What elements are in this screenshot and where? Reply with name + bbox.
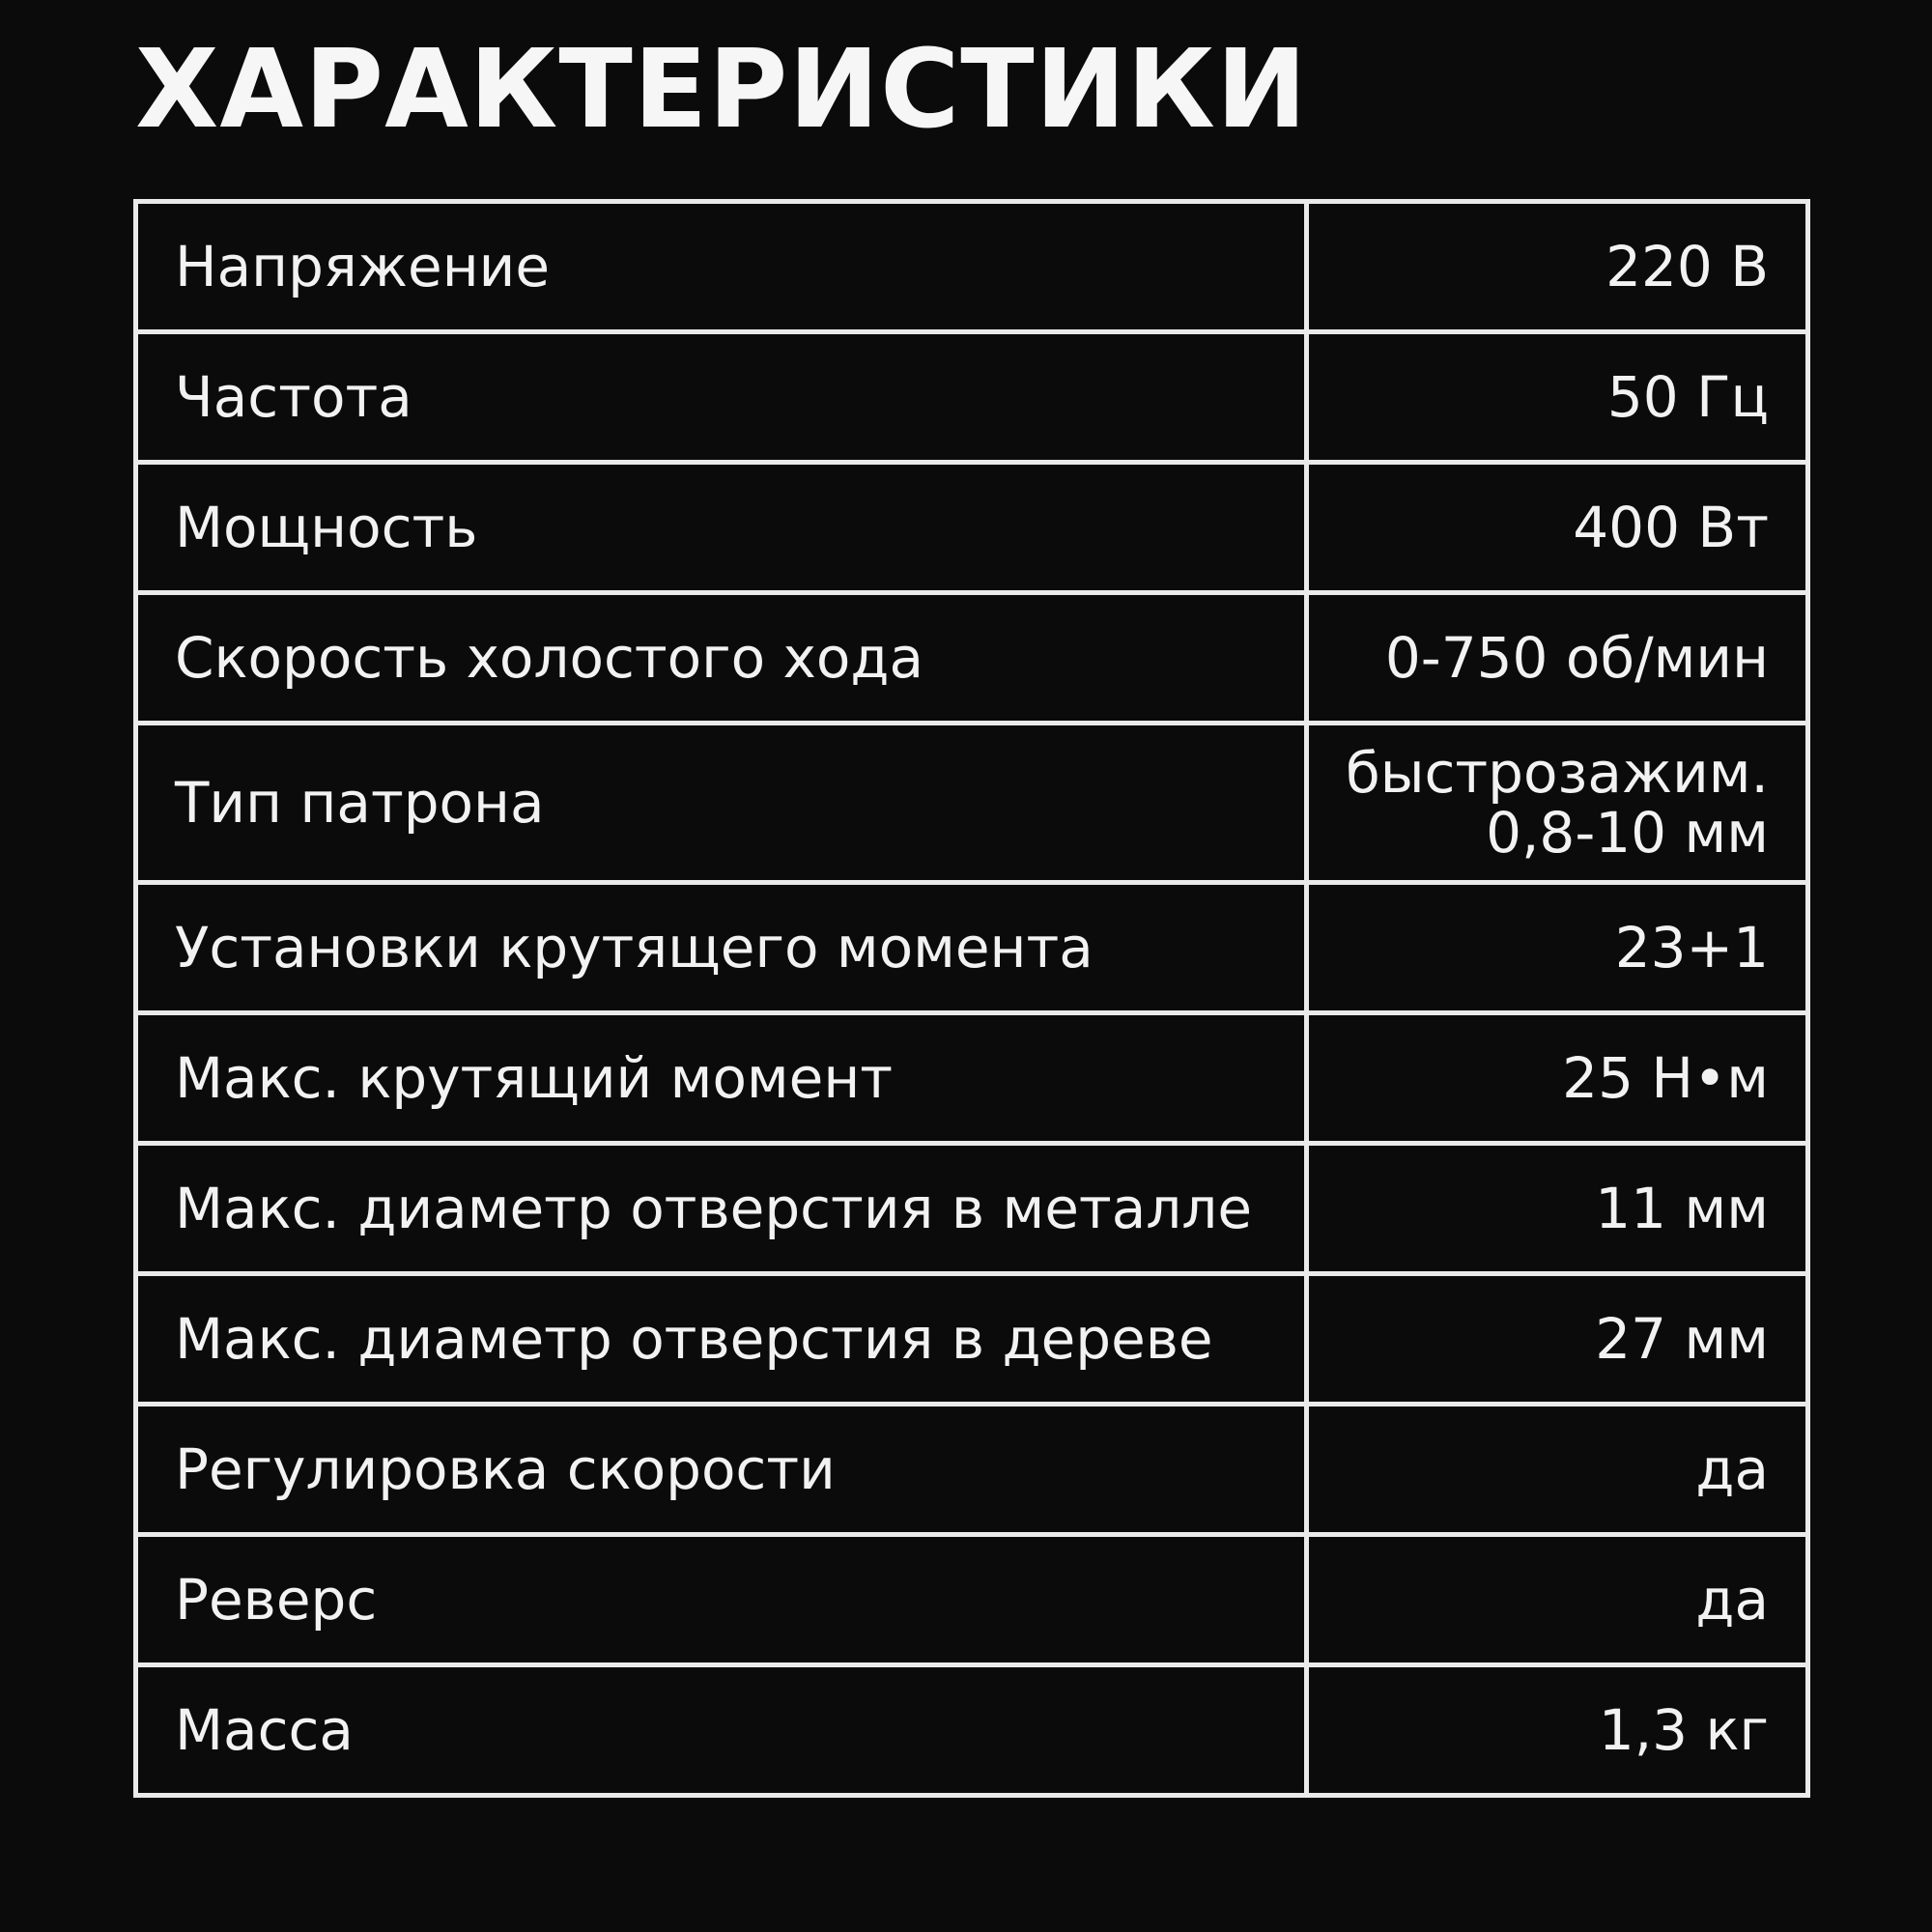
spec-value: 400 Вт bbox=[1303, 460, 1811, 595]
table-row: Реверс да bbox=[133, 1532, 1811, 1667]
spec-label: Напряжение bbox=[133, 199, 1309, 334]
table-row: Напряжение 220 В bbox=[133, 199, 1811, 334]
table-row: Регулировка скорости да bbox=[133, 1402, 1811, 1537]
spec-label: Тип патрона bbox=[133, 721, 1309, 885]
spec-value: 23+1 bbox=[1303, 880, 1811, 1015]
table-row: Макс. диаметр отверстия в металле 11 мм bbox=[133, 1141, 1811, 1276]
table-row: Тип патрона быстрозажим. 0,8-10 мм bbox=[133, 721, 1811, 885]
spec-label: Макс. крутящий момент bbox=[133, 1010, 1309, 1146]
spec-value: 50 Гц bbox=[1303, 329, 1811, 465]
spec-value-line: быстрозажим. bbox=[1345, 740, 1769, 806]
table-row: Скорость холостого хода 0-750 об/мин bbox=[133, 590, 1811, 725]
spec-label: Скорость холостого хода bbox=[133, 590, 1309, 725]
spec-label: Мощность bbox=[133, 460, 1309, 595]
table-row: Масса 1,3 кг bbox=[133, 1662, 1811, 1798]
spec-value: да bbox=[1303, 1532, 1811, 1667]
table-row: Макс. крутящий момент 25 Н•м bbox=[133, 1010, 1811, 1146]
page-title: ХАРАКТЕРИСТИКИ bbox=[135, 27, 1308, 153]
spec-value: 220 В bbox=[1303, 199, 1811, 334]
spec-value: 25 Н•м bbox=[1303, 1010, 1811, 1146]
spec-value: да bbox=[1303, 1402, 1811, 1537]
table-row: Частота 50 Гц bbox=[133, 329, 1811, 465]
spec-label: Реверс bbox=[133, 1532, 1309, 1667]
spec-label: Макс. диаметр отверстия в металле bbox=[133, 1141, 1309, 1276]
table-row: Установки крутящего момента 23+1 bbox=[133, 880, 1811, 1015]
spec-value: 1,3 кг bbox=[1303, 1662, 1811, 1798]
spec-value-line: 0,8-10 мм bbox=[1486, 800, 1769, 866]
specs-table: Напряжение 220 В Частота 50 Гц Мощность 400 В… bbox=[133, 199, 1811, 1798]
spec-label: Регулировка скорости bbox=[133, 1402, 1309, 1537]
spec-label: Частота bbox=[133, 329, 1309, 465]
spec-value: 0-750 об/мин bbox=[1303, 590, 1811, 725]
table-row: Мощность 400 Вт bbox=[133, 460, 1811, 595]
spec-value: быстрозажим. 0,8-10 мм bbox=[1303, 721, 1811, 885]
spec-label: Макс. диаметр отверстия в дереве bbox=[133, 1271, 1309, 1406]
spec-label: Масса bbox=[133, 1662, 1309, 1798]
spec-value: 27 мм bbox=[1303, 1271, 1811, 1406]
spec-value: 11 мм bbox=[1303, 1141, 1811, 1276]
spec-label: Установки крутящего момента bbox=[133, 880, 1309, 1015]
table-row: Макс. диаметр отверстия в дереве 27 мм bbox=[133, 1271, 1811, 1406]
